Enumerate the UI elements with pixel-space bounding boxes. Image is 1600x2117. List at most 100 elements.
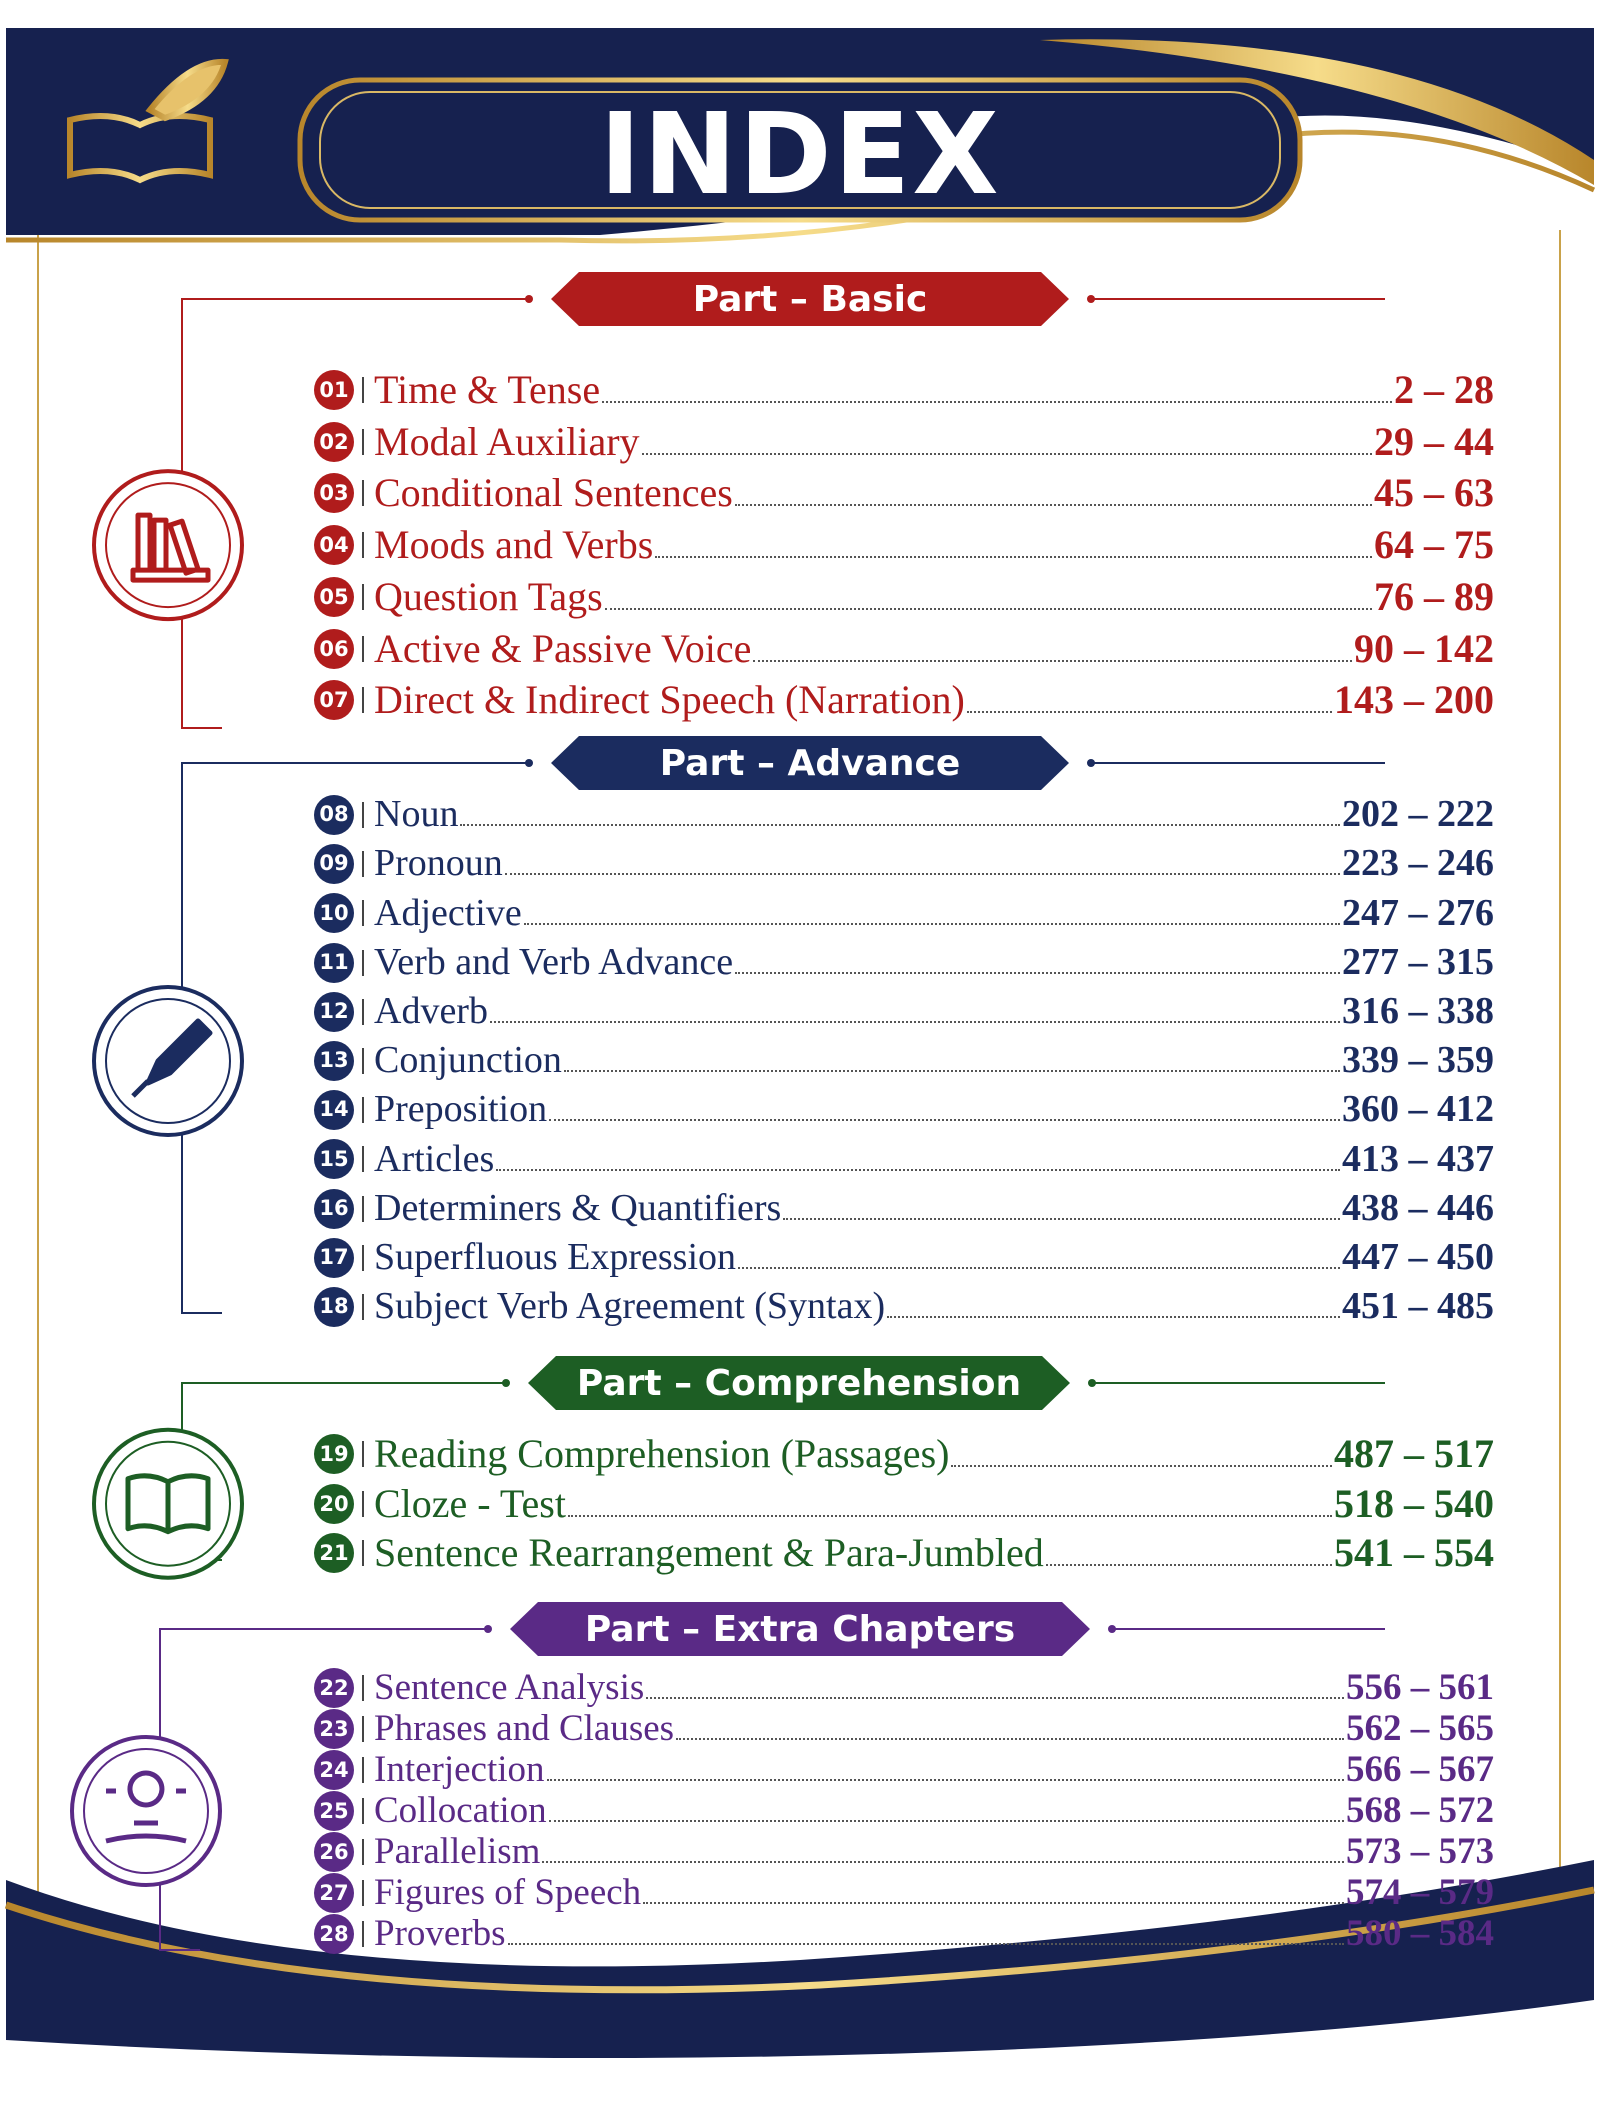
separator (362, 1244, 364, 1271)
chapter-number: 07 (314, 680, 354, 721)
leader-dots (646, 1696, 1344, 1699)
ornament (1088, 1379, 1096, 1387)
section-banner: Part – Comprehension (528, 1356, 1070, 1410)
chapter-number: 18 (314, 1286, 354, 1327)
separator (362, 1716, 364, 1742)
page-range: 518 – 540 (1334, 1480, 1494, 1526)
index-entry: 14 Preposition 360 – 412 (314, 1087, 1494, 1133)
leader-dots (504, 873, 1340, 876)
leader-dots (951, 1465, 1332, 1467)
index-entry: 19 Reading Comprehension (Passages) 487 – … (314, 1430, 1494, 1478)
separator (362, 949, 364, 976)
separator (362, 1293, 364, 1320)
separator (362, 998, 364, 1025)
chapter-title: Conjunction (374, 1039, 562, 1082)
chapter-number: 06 (314, 628, 354, 669)
chapter-number: 09 (314, 844, 354, 885)
chapter-number: 16 (314, 1188, 354, 1229)
page-range: 45 – 63 (1374, 470, 1494, 516)
chapter-title: Preposition (374, 1088, 548, 1131)
chapter-number: 13 (314, 1040, 354, 1081)
leader-dots (563, 1070, 1340, 1073)
chapter-title: Collocation (374, 1789, 547, 1831)
leader-dots (546, 1778, 1344, 1781)
chapter-title: Subject Verb Agreement (Syntax) (374, 1285, 886, 1328)
ornament (525, 295, 533, 303)
chapter-title: Modal Auxiliary (374, 418, 640, 464)
leader-dots (507, 1942, 1344, 1945)
chapter-title: Sentence Rearrangement & Para-Jumbled (374, 1530, 1044, 1576)
separator (362, 1047, 364, 1074)
chapter-title: Direct & Indirect Speech (Narration) (374, 677, 965, 723)
chapter-title: Adverb (374, 990, 488, 1032)
separator (362, 1839, 364, 1865)
chapter-number: 12 (314, 991, 354, 1032)
page-range: 573 – 573 (1346, 1830, 1494, 1872)
separator (362, 1146, 364, 1173)
separator (362, 377, 364, 403)
ornament (83, 1748, 209, 1874)
index-entry: 08 Noun 202 – 222 (314, 792, 1494, 838)
chapter-title: Verb and Verb Advance (374, 940, 734, 983)
page-range: 438 – 446 (1342, 1186, 1494, 1229)
separator (362, 687, 364, 714)
ornament (484, 1625, 492, 1633)
chapter-number: 24 (314, 1750, 354, 1790)
chapter-number: 15 (314, 1139, 354, 1180)
leader-dots (783, 1217, 1340, 1220)
leader-dots (643, 1901, 1344, 1904)
separator (362, 900, 364, 927)
leader-dots (734, 504, 1372, 507)
page-range: 574 – 579 (1346, 1871, 1494, 1913)
chapter-number: 02 (314, 421, 354, 462)
chapter-title: Reading Comprehension (Passages) (374, 1431, 950, 1476)
ornament (105, 482, 231, 609)
page-range: 316 – 338 (1342, 990, 1494, 1032)
separator (362, 1675, 364, 1701)
chapter-title: Phrases and Clauses (374, 1707, 675, 1749)
chapter-number: 05 (314, 576, 354, 617)
index-entry: 04 Moods and Verbs 64 – 75 (314, 521, 1494, 569)
leader-dots (1045, 1564, 1332, 1567)
leader-dots (460, 824, 1340, 827)
index-entry: 07 Direct & Indirect Speech (Narration) 14… (314, 676, 1494, 724)
chapter-title: Active & Passive Voice (374, 625, 752, 671)
separator (362, 635, 364, 662)
chapter-number: 11 (314, 942, 354, 983)
section-banner: Part – Extra Chapters (510, 1602, 1090, 1656)
index-entry: 03 Conditional Sentences 45 – 63 (314, 469, 1494, 517)
page-range: 339 – 359 (1342, 1039, 1494, 1082)
chapter-number: 28 (314, 1914, 354, 1954)
chapter-title: Pronoun (374, 842, 503, 885)
chapter-number: 19 (314, 1434, 354, 1474)
chapter-number: 10 (314, 893, 354, 934)
chapter-title: Sentence Analysis (374, 1666, 645, 1708)
ornament (70, 1735, 222, 1887)
ornament (105, 1770, 187, 1844)
leader-dots (655, 556, 1372, 559)
chapter-title: Figures of Speech (374, 1871, 642, 1913)
separator (362, 1097, 364, 1124)
leader-dots (523, 922, 1340, 925)
page-range: 556 – 561 (1346, 1666, 1494, 1708)
ornament (131, 1018, 213, 1098)
index-entry: 06 Active & Passive Voice 90 – 142 (314, 625, 1494, 673)
leader-dots (753, 659, 1352, 662)
chapter-title: Noun (374, 793, 459, 836)
index-entry: 09 Pronoun 223 – 246 (314, 841, 1494, 887)
page-range: 76 – 89 (1374, 573, 1494, 619)
index-entry: 18 Subject Verb Agreement (Syntax) 451 – 4… (314, 1284, 1494, 1330)
leader-dots (676, 1737, 1344, 1740)
leader-dots (887, 1316, 1340, 1319)
ornament (130, 512, 211, 583)
chapter-number: 01 (314, 370, 354, 410)
index-entry: 10 Adjective 247 – 276 (314, 891, 1494, 937)
page-range: 223 – 246 (1342, 842, 1494, 885)
separator (362, 1880, 364, 1906)
separator (362, 583, 364, 610)
separator (362, 480, 364, 507)
chapter-title: Interjection (374, 1748, 545, 1790)
chapter-number: 20 (314, 1483, 354, 1524)
leader-dots (602, 401, 1392, 403)
